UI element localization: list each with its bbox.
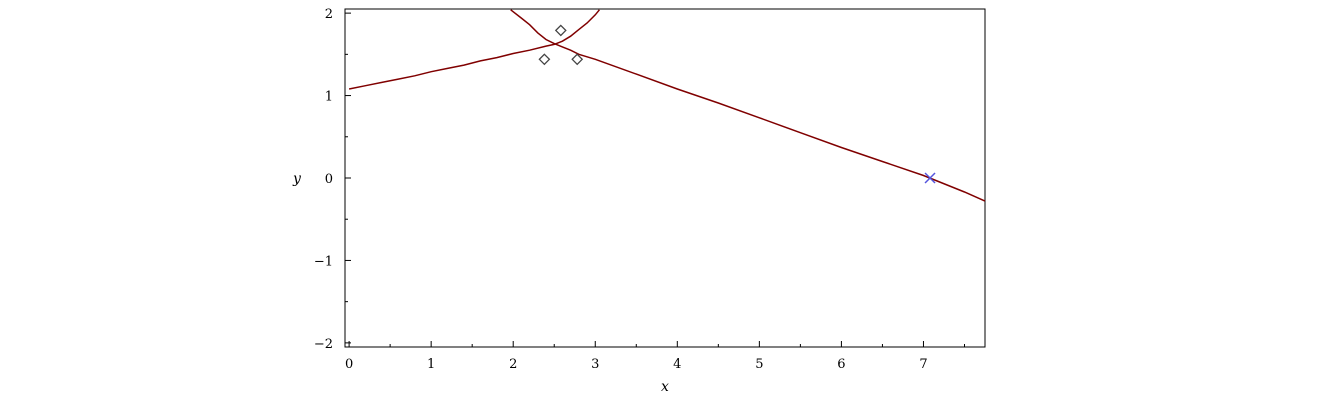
x-axis-label: x xyxy=(661,379,669,395)
x-tick-label: 7 xyxy=(919,357,927,372)
y-axis-label: y xyxy=(292,171,302,187)
y-tick-label: −2 xyxy=(314,337,333,352)
axis-ticks xyxy=(345,12,965,347)
x-tick-label: 6 xyxy=(837,357,845,372)
cross-marker xyxy=(924,172,936,184)
markers xyxy=(538,24,936,184)
diamond-marker xyxy=(571,53,584,66)
y-tick-label: −1 xyxy=(314,254,333,269)
curve-2 xyxy=(510,9,986,202)
axis-tick-labels: 0 1 2 3 4 5 6 7 −2 −1 0 1 2 xyxy=(314,7,928,372)
plot-frame xyxy=(344,8,986,348)
x-tick-label: 0 xyxy=(345,357,353,372)
y-tick-label: 2 xyxy=(325,7,333,22)
curves xyxy=(348,9,986,202)
y-tick-label: 1 xyxy=(325,90,333,105)
x-tick-label: 3 xyxy=(591,357,599,372)
y-tick-label: 0 xyxy=(325,172,333,187)
x-tick-label: 5 xyxy=(755,357,763,372)
diamond-marker xyxy=(538,53,551,66)
curve-1 xyxy=(348,9,600,90)
x-tick-label: 4 xyxy=(673,357,681,372)
diamond-marker xyxy=(554,24,567,37)
x-tick-label: 1 xyxy=(427,357,435,372)
x-tick-label: 2 xyxy=(509,357,517,372)
